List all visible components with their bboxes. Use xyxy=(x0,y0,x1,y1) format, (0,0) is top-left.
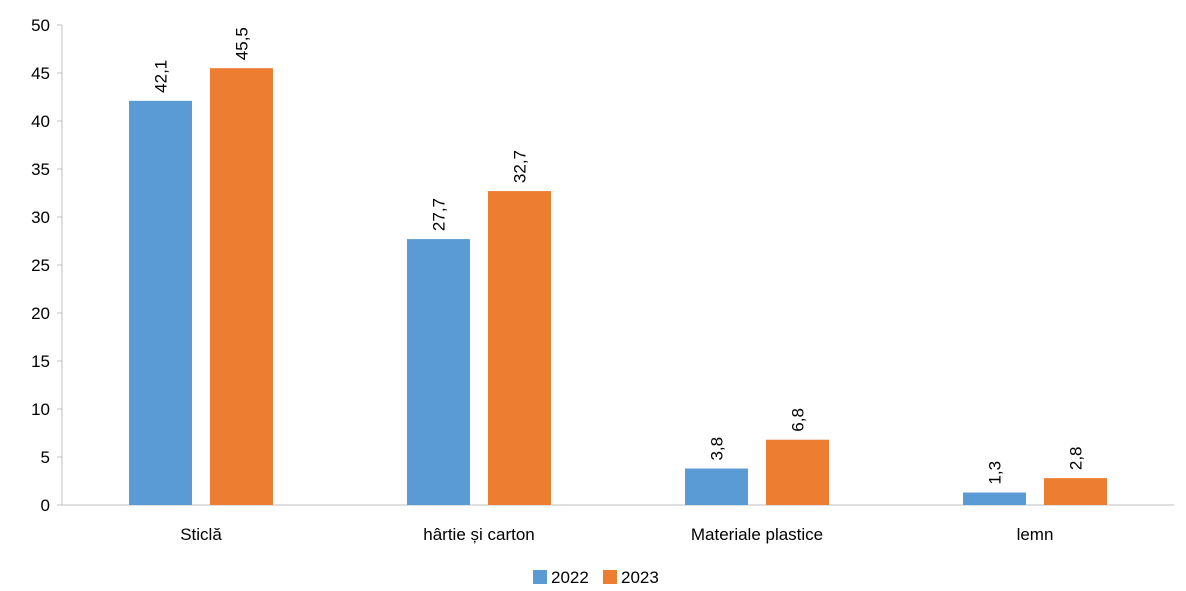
legend-label-2022: 2022 xyxy=(551,568,589,587)
data-label: 2,8 xyxy=(1067,446,1086,470)
data-label: 1,3 xyxy=(986,461,1005,485)
x-category-label: hârtie și carton xyxy=(423,525,535,544)
bar-2022 xyxy=(129,100,192,505)
y-tick-label: 15 xyxy=(31,352,50,371)
labels: 42,1 45,5 Sticlă 27,7 32,7 hârtie și carton 3,… xyxy=(152,27,1086,544)
legend-label-2023: 2023 xyxy=(621,568,659,587)
x-category-label: lemn xyxy=(1017,525,1054,544)
bar-2023 xyxy=(210,68,273,505)
y-tick-label: 25 xyxy=(31,256,50,275)
data-label: 32,7 xyxy=(511,150,530,183)
bar-2023 xyxy=(1044,478,1107,505)
y-tick-label: 10 xyxy=(31,400,50,419)
bar-2022 xyxy=(963,492,1026,505)
y-tick-label: 35 xyxy=(31,160,50,179)
legend: 2022 2023 xyxy=(533,568,659,587)
data-label: 6,8 xyxy=(789,408,808,432)
data-label: 27,7 xyxy=(430,198,449,231)
legend-swatch-2022 xyxy=(533,570,547,584)
legend-swatch-2023 xyxy=(603,570,617,584)
data-label: 45,5 xyxy=(233,27,252,60)
x-category-label: Sticlă xyxy=(180,525,222,544)
bar-2022 xyxy=(407,239,470,505)
bar-2023 xyxy=(766,439,829,505)
y-tick-label: 50 xyxy=(31,16,50,35)
data-label: 3,8 xyxy=(708,437,727,461)
y-tick-label: 20 xyxy=(31,304,50,323)
bar-2022 xyxy=(685,468,748,505)
y-tick-label: 45 xyxy=(31,64,50,83)
y-tick-label: 30 xyxy=(31,208,50,227)
y-tick-label: 40 xyxy=(31,112,50,131)
axes: 0 5 10 15 20 25 30 35 40 45 50 xyxy=(31,16,1174,515)
data-label: 42,1 xyxy=(152,60,171,93)
x-category-label: Materiale plastice xyxy=(691,525,823,544)
y-tick-label: 5 xyxy=(41,448,50,467)
bars xyxy=(129,68,1107,505)
bar-2023 xyxy=(488,191,551,505)
y-tick-label: 0 xyxy=(41,496,50,515)
